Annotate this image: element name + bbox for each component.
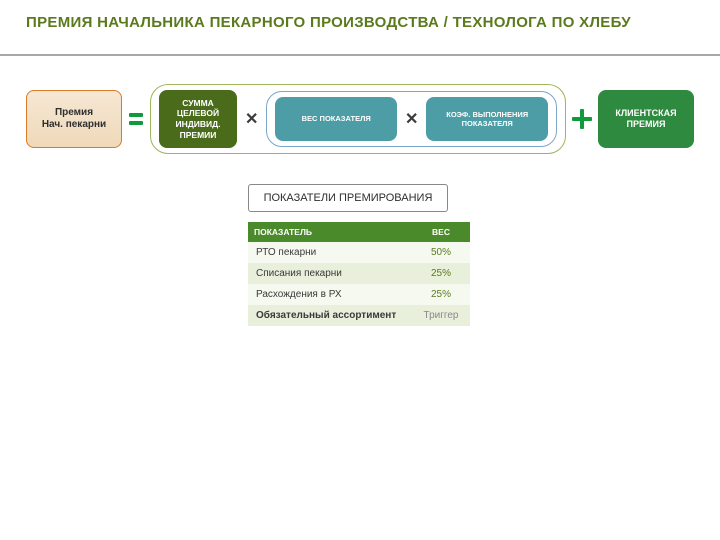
multiply-icon: ✕ [405, 109, 418, 129]
indicator-weight: Триггер [412, 305, 470, 326]
indicator-name: Расхождения в РХ [248, 284, 412, 305]
plus-icon [572, 109, 592, 129]
table-row: Обязательный ассортимент Триггер [248, 305, 470, 326]
title-underline [0, 54, 720, 56]
indicator-weight: 25% [412, 263, 470, 284]
formula-outer-group: СУММА ЦЕЛЕВОЙ ИНДИВИД. ПРЕМИИ ✕ ВЕС ПОКА… [150, 84, 566, 154]
indicator-name: РТО пекарни [248, 242, 412, 263]
weight-box: ВЕС ПОКАЗАТЕЛЯ [275, 97, 397, 141]
table-row: Списания пекарни 25% [248, 263, 470, 284]
formula-row: ПремияНач. пекарни СУММА ЦЕЛЕВОЙ ИНДИВИД… [26, 84, 694, 154]
table-header-row: ПОКАЗАТЕЛЬ ВЕС [248, 222, 470, 242]
table-row: Расхождения в РХ 25% [248, 284, 470, 305]
formula-result-box: ПремияНач. пекарни [26, 90, 122, 148]
indicator-name: Списания пекарни [248, 263, 412, 284]
formula-inner-group: ВЕС ПОКАЗАТЕЛЯ ✕ КОЭФ. ВЫПОЛНЕНИЯ ПОКАЗА… [266, 91, 557, 147]
client-bonus-box: КЛИЕНТСКАЯ ПРЕМИЯ [598, 90, 694, 148]
page-title: ПРЕМИЯ НАЧАЛЬНИКА ПЕКАРНОГО ПРОИЗВОДСТВА… [26, 14, 694, 31]
indicator-name: Обязательный ассортимент [248, 305, 412, 326]
indicator-weight: 50% [412, 242, 470, 263]
col-indicator: ПОКАЗАТЕЛЬ [248, 222, 412, 242]
sum-individual-box: СУММА ЦЕЛЕВОЙ ИНДИВИД. ПРЕМИИ [159, 90, 237, 148]
table-row: РТО пекарни 50% [248, 242, 470, 263]
col-weight: ВЕС [412, 222, 470, 242]
indicators-table: ПОКАЗАТЕЛЬ ВЕС РТО пекарни 50% Списания … [248, 222, 470, 326]
equals-icon [128, 113, 144, 125]
coef-box: КОЭФ. ВЫПОЛНЕНИЯ ПОКАЗАТЕЛЯ [426, 97, 548, 141]
section-label: ПОКАЗАТЕЛИ ПРЕМИРОВАНИЯ [248, 184, 448, 212]
indicator-weight: 25% [412, 284, 470, 305]
multiply-icon: ✕ [245, 109, 258, 129]
